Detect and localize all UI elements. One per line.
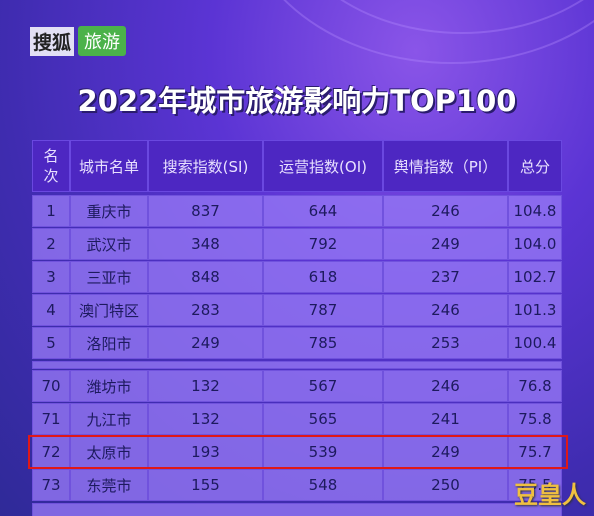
column-header: 总分	[508, 140, 562, 192]
table-cell: 70	[32, 370, 70, 402]
table-cell: 548	[263, 469, 383, 501]
cut-row	[32, 361, 562, 369]
table-cell: 104.0	[508, 228, 562, 260]
column-header: 搜索指数(SI)	[148, 140, 263, 192]
table-cell: 102.7	[508, 261, 562, 293]
table-cell: 75.7	[508, 436, 562, 468]
column-header: 舆情指数（PI）	[383, 140, 508, 192]
table-cell: 237	[383, 261, 508, 293]
table-cell: 76.8	[508, 370, 562, 402]
highlight-box	[28, 435, 568, 469]
table-cell: 73	[32, 469, 70, 501]
table-cell: 792	[263, 228, 383, 260]
table-cell: 348	[148, 228, 263, 260]
table-cell: 101.3	[508, 294, 562, 326]
table-cell: 5	[32, 327, 70, 359]
title: 2022年城市旅游影响力TOP100	[77, 84, 517, 118]
table-cell: 100.4	[508, 327, 562, 359]
column-header: 运营指数(OI)	[263, 140, 383, 192]
table-cell: 武汉市	[70, 228, 148, 260]
table-cell: 253	[383, 327, 508, 359]
logo: 搜狐 旅游	[30, 26, 127, 56]
logo-channel: 旅游	[78, 26, 127, 56]
logo-brand: 搜狐	[30, 26, 75, 56]
table-cell: 132	[148, 370, 263, 402]
table-cell: 75.8	[508, 403, 562, 435]
table-cell: 104.8	[508, 195, 562, 227]
table-cell: 241	[383, 403, 508, 435]
table-cell: 246	[383, 195, 508, 227]
table-cell: 九江市	[70, 403, 148, 435]
table-cell: 249	[383, 436, 508, 468]
table-cell: 785	[263, 327, 383, 359]
table-cell: 2	[32, 228, 70, 260]
table-cell: 澳门特区	[70, 294, 148, 326]
table-cell: 4	[32, 294, 70, 326]
watermark: 豆皇人	[514, 481, 586, 509]
table-cell: 75.5	[508, 469, 562, 501]
column-header: 城市名单	[70, 140, 148, 192]
table-cell: 3	[32, 261, 70, 293]
table-cell: 1	[32, 195, 70, 227]
table-cell: 246	[383, 370, 508, 402]
table-cell: 567	[263, 370, 383, 402]
table-cell: 246	[383, 294, 508, 326]
table-cell: 249	[383, 228, 508, 260]
table-cell: 283	[148, 294, 263, 326]
table-cell: 618	[263, 261, 383, 293]
table-cell: 71	[32, 403, 70, 435]
table-cell: 132	[148, 403, 263, 435]
cut-row	[32, 503, 562, 516]
column-header: 名次	[32, 140, 70, 192]
table-cell: 565	[263, 403, 383, 435]
table-cell: 重庆市	[70, 195, 148, 227]
table-cell: 787	[263, 294, 383, 326]
table-cell: 潍坊市	[70, 370, 148, 402]
table-cell: 250	[383, 469, 508, 501]
table-cell: 155	[148, 469, 263, 501]
table-cell: 848	[148, 261, 263, 293]
table-cell: 644	[263, 195, 383, 227]
table-cell: 东莞市	[70, 469, 148, 501]
table-cell: 837	[148, 195, 263, 227]
table-cell: 三亚市	[70, 261, 148, 293]
table-cell: 249	[148, 327, 263, 359]
table-cell: 洛阳市	[70, 327, 148, 359]
